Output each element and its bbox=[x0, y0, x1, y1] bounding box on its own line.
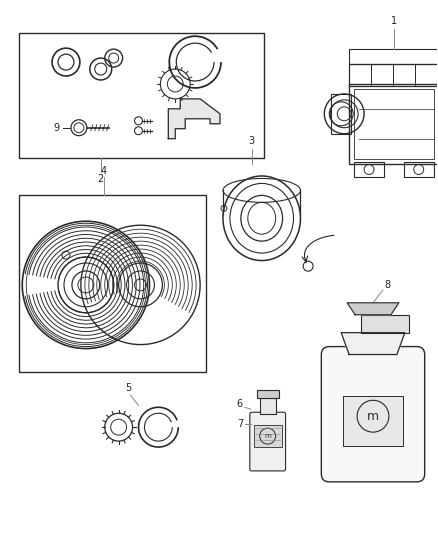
Bar bbox=[349, 49, 438, 64]
Bar bbox=[19, 33, 264, 158]
FancyBboxPatch shape bbox=[321, 346, 425, 482]
Polygon shape bbox=[347, 303, 399, 315]
Text: 8: 8 bbox=[385, 280, 391, 290]
Text: 5: 5 bbox=[125, 383, 132, 393]
Bar bbox=[361, 315, 409, 333]
Bar bbox=[349, 64, 438, 86]
Polygon shape bbox=[168, 99, 220, 139]
Bar bbox=[354, 161, 384, 177]
Bar bbox=[349, 84, 438, 164]
Text: 4: 4 bbox=[101, 166, 107, 175]
Bar bbox=[257, 390, 279, 398]
Text: m: m bbox=[264, 433, 271, 439]
Polygon shape bbox=[341, 333, 405, 354]
Bar bbox=[343, 397, 403, 446]
Bar bbox=[331, 94, 351, 134]
Text: 7: 7 bbox=[237, 419, 243, 429]
Bar bbox=[354, 89, 434, 158]
Bar bbox=[19, 196, 206, 373]
Bar bbox=[404, 161, 434, 177]
Text: 6: 6 bbox=[237, 399, 243, 409]
Text: 2: 2 bbox=[98, 174, 104, 184]
Text: 9: 9 bbox=[53, 123, 59, 133]
Text: 3: 3 bbox=[249, 136, 255, 146]
FancyBboxPatch shape bbox=[250, 412, 286, 471]
Text: m: m bbox=[367, 410, 379, 423]
Bar bbox=[254, 425, 282, 447]
Text: 1: 1 bbox=[391, 17, 397, 26]
Bar bbox=[260, 398, 276, 414]
